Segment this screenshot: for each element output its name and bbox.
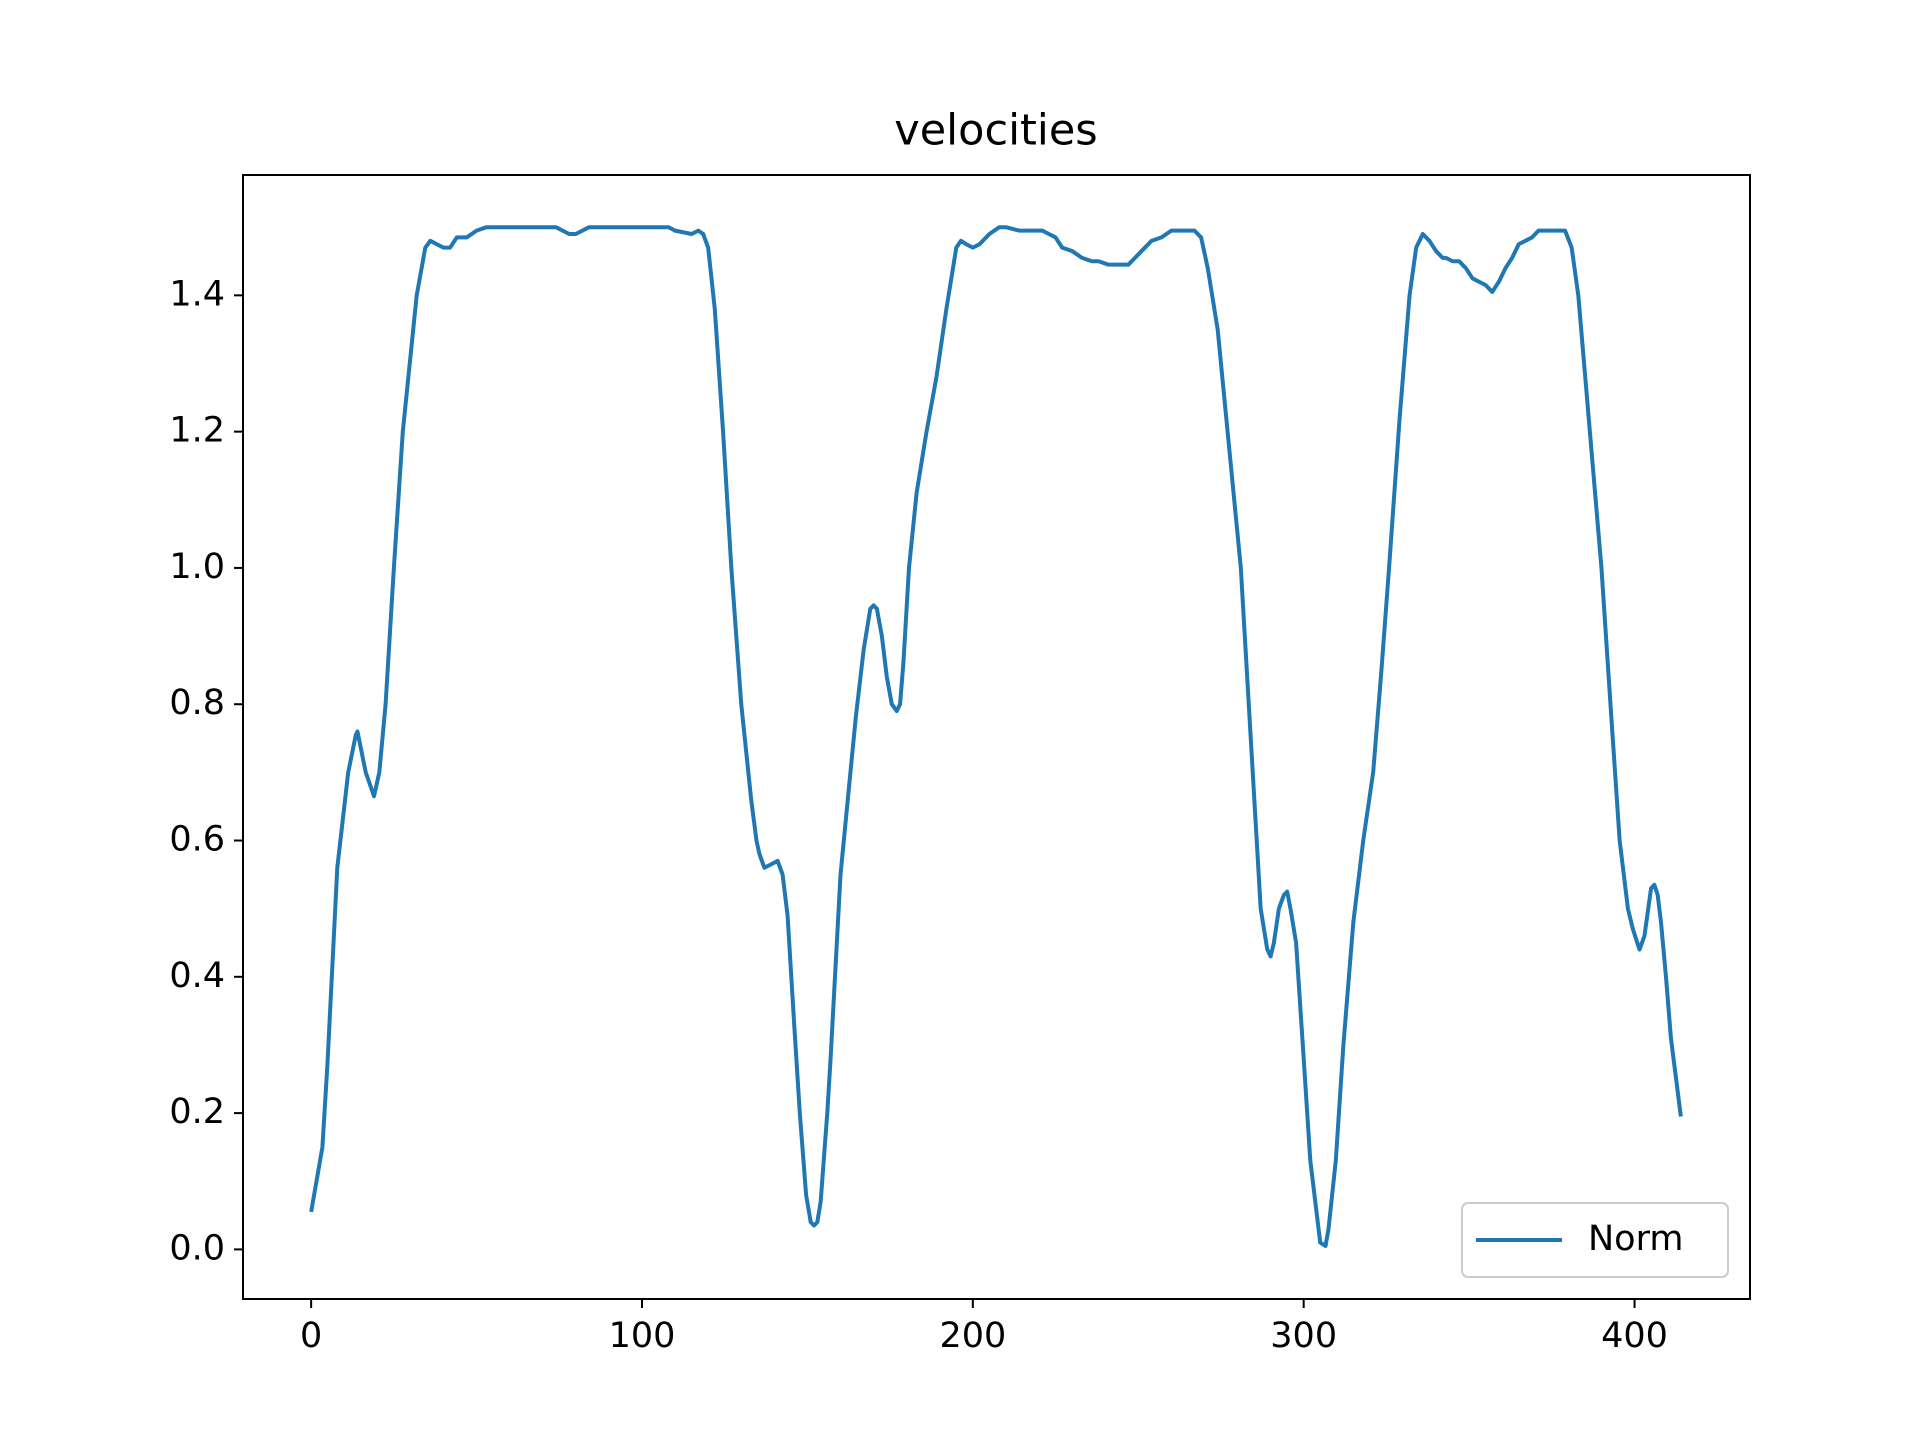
plot-frame (242, 174, 1751, 1300)
chart-title: velocities (894, 106, 1097, 156)
data-line (309, 225, 1683, 1248)
x-tick-label: 400 (1601, 1316, 1668, 1356)
y-tick-label: 0.4 (169, 956, 225, 996)
y-tick-label: 0.0 (169, 1228, 225, 1268)
y-tick-label: 0.8 (169, 683, 225, 723)
y-tick-label: 1.4 (169, 274, 225, 314)
y-tick-label: 1.2 (169, 411, 225, 451)
y-tick-label: 1.0 (169, 547, 225, 587)
legend-box (1461, 1202, 1729, 1278)
y-tick-label: 0.6 (169, 820, 225, 860)
legend-label: Norm (1588, 1219, 1683, 1259)
x-tick-label: 0 (300, 1316, 322, 1356)
x-tick-label: 300 (1270, 1316, 1337, 1356)
y-tick-label: 0.2 (169, 1092, 225, 1132)
x-tick-label: 200 (939, 1316, 1006, 1356)
x-tick-label: 100 (609, 1316, 676, 1356)
